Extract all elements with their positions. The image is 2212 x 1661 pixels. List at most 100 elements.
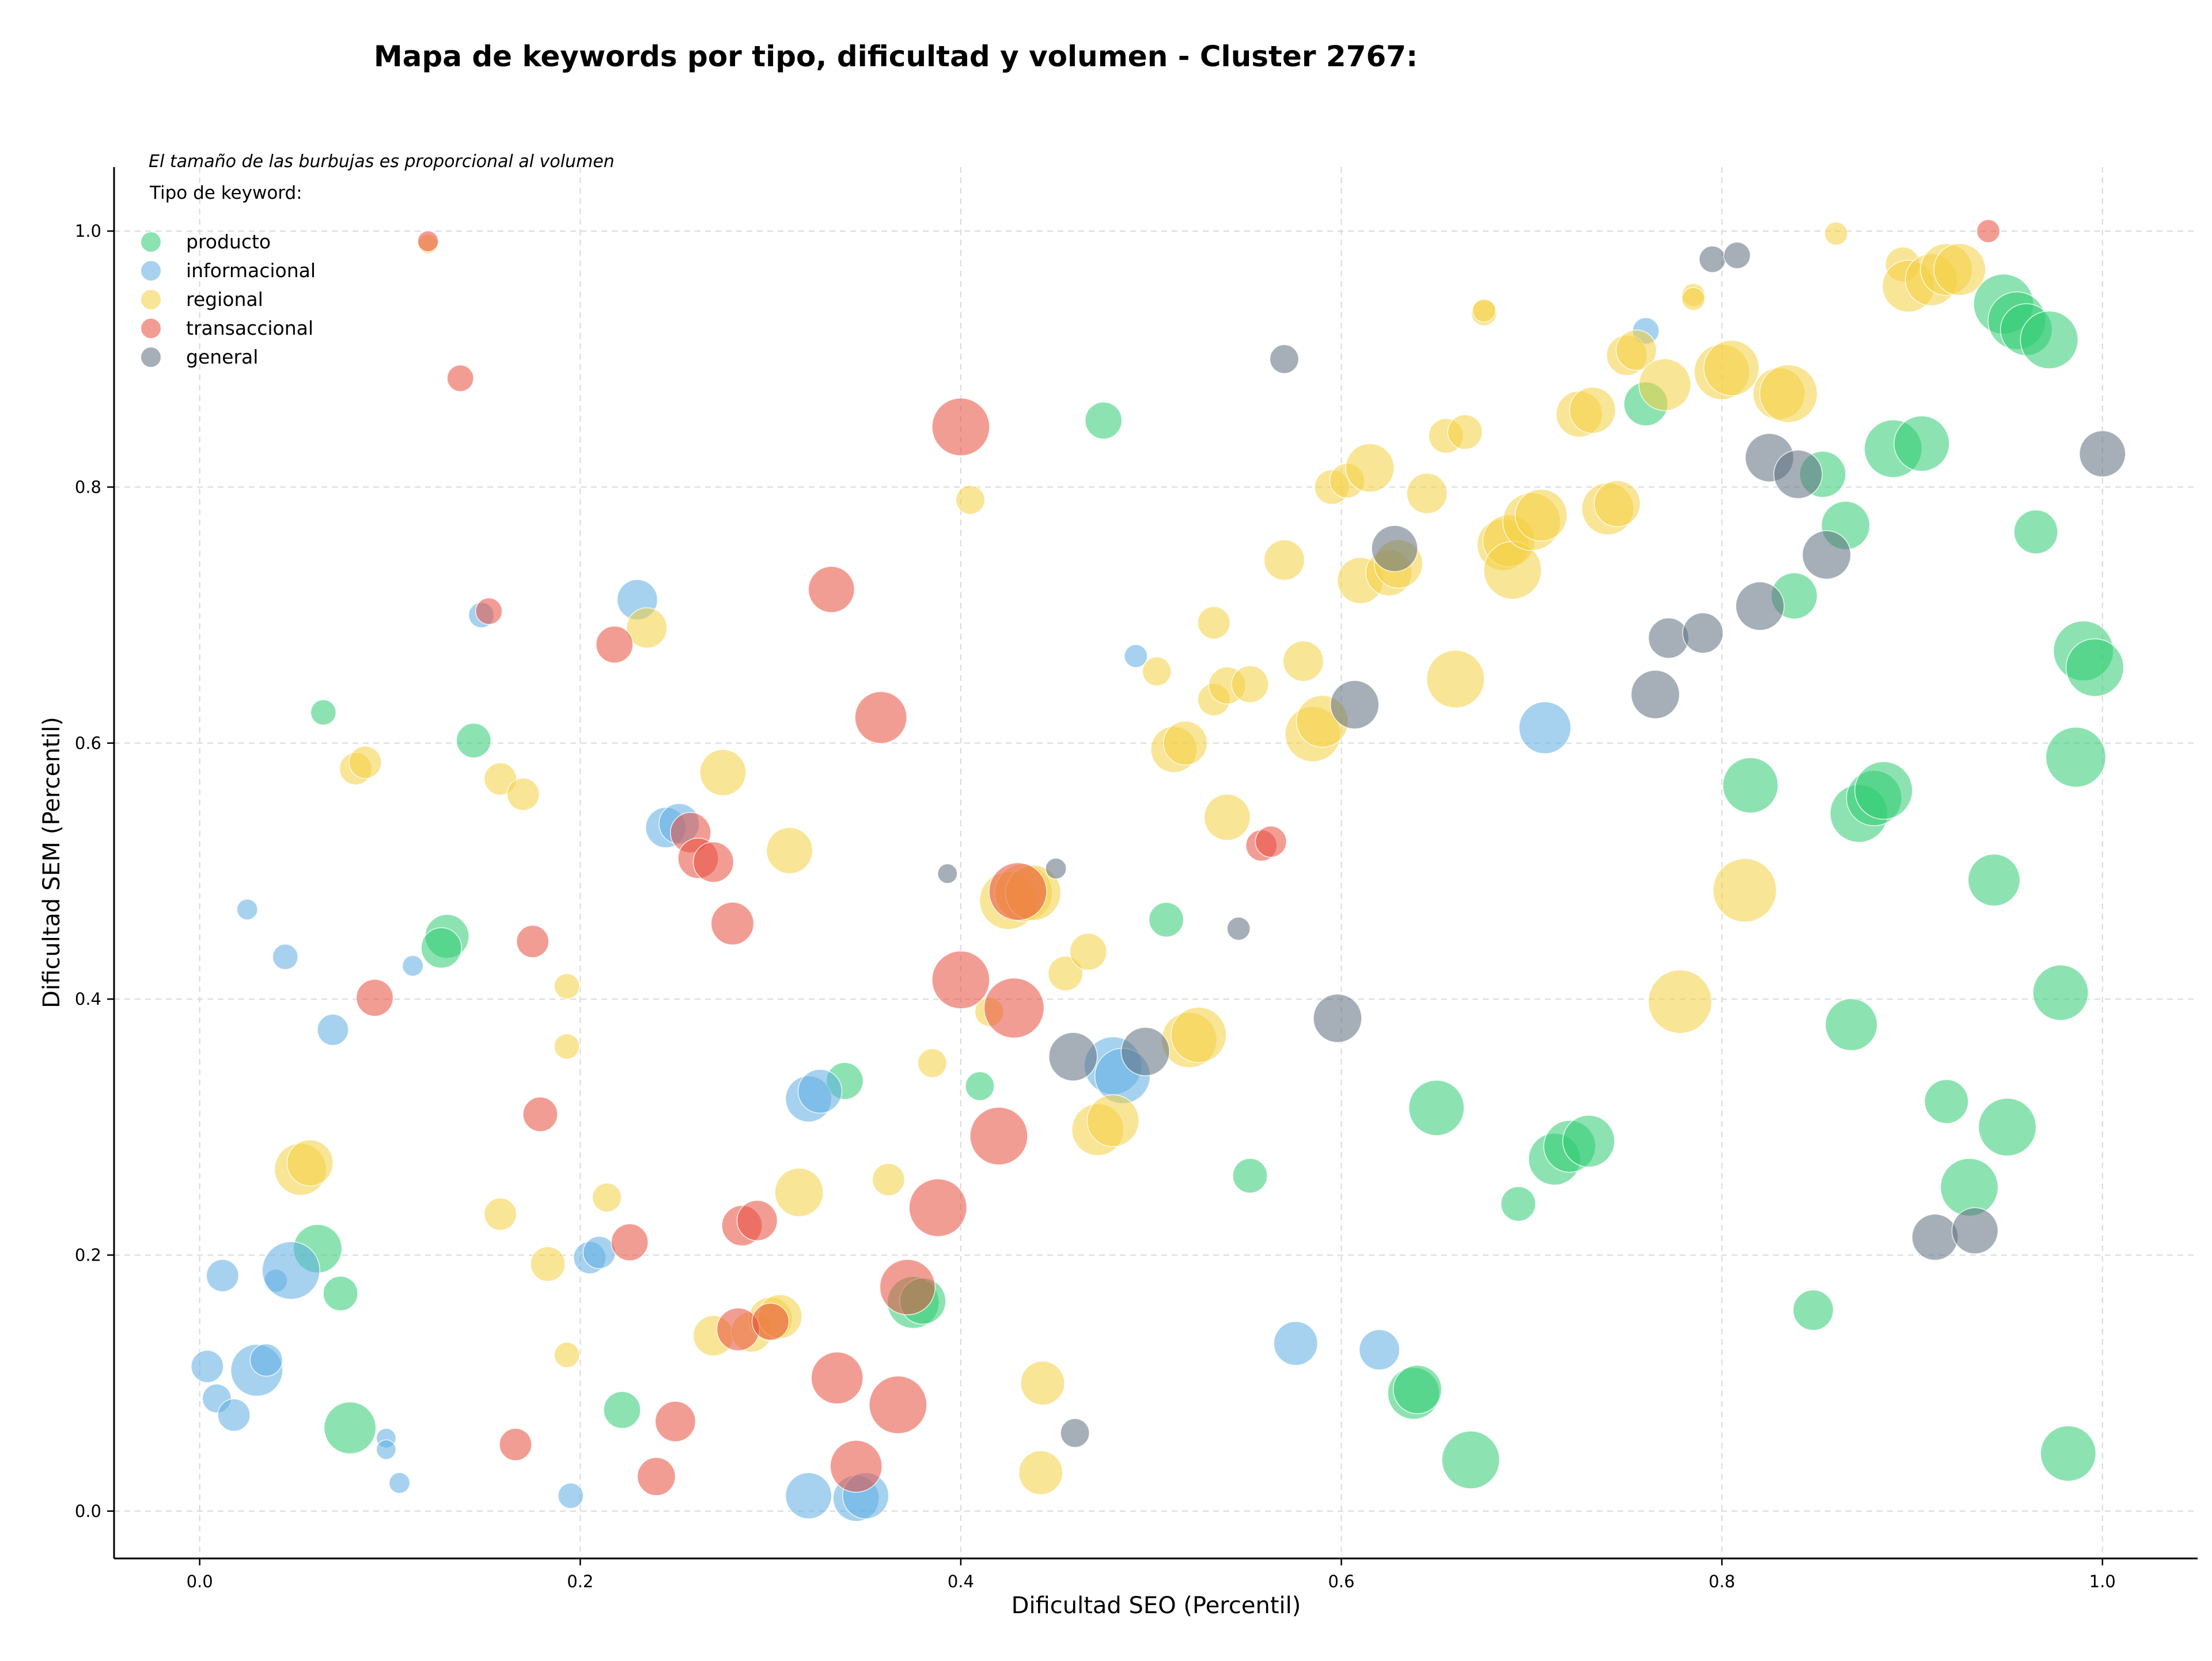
bubble-regional — [1593, 480, 1641, 528]
bubble-transaccional — [516, 925, 550, 958]
bubble-regional — [1162, 721, 1208, 766]
bubble-producto — [421, 927, 462, 968]
bubble-regional — [506, 777, 540, 811]
bubble-regional — [766, 827, 813, 875]
bubble-transaccional — [475, 597, 503, 625]
bubble-regional — [1569, 387, 1616, 434]
bubble-general — [1630, 669, 1680, 720]
bubble-regional — [1759, 364, 1818, 423]
bubble-informacional — [206, 1259, 240, 1292]
bubble-regional — [1282, 640, 1324, 682]
x-tick-label: 0.4 — [948, 1572, 974, 1591]
bubble-producto — [2020, 311, 2079, 369]
bubble-transaccional — [751, 1303, 790, 1341]
legend-label: transaccional — [186, 317, 313, 339]
legend-item-general: general — [141, 346, 258, 368]
x-tick-label: 0.6 — [1328, 1572, 1354, 1591]
bubble-transaccional — [1255, 826, 1287, 858]
bubble-producto — [1232, 1157, 1268, 1194]
legend-item-informacional: informacional — [141, 259, 316, 282]
bubble-transaccional — [869, 1375, 927, 1435]
legend-title: Tipo de keyword: — [149, 183, 302, 203]
bubble-regional — [483, 1197, 517, 1231]
bubble-regional — [1703, 340, 1760, 396]
bubble-transaccional — [499, 1428, 532, 1462]
x-axis-label: Dificultad SEO (Percentil) — [1012, 1592, 1301, 1619]
bubble-informacional — [1273, 1321, 1319, 1366]
bubble-transaccional — [969, 1107, 1028, 1166]
y-axis-label: Dificultad SEM (Percentil) — [39, 717, 65, 1008]
bubble-transaccional — [1976, 219, 2001, 243]
bubble-regional — [554, 1341, 580, 1368]
bubble-producto — [310, 699, 337, 726]
bubble-regional — [1142, 656, 1172, 687]
bubble-general — [2079, 430, 2126, 478]
bubble-transaccional — [931, 398, 990, 456]
grid-lines — [114, 167, 2198, 1558]
legend-swatch — [141, 290, 161, 309]
legend-swatch — [141, 347, 161, 367]
bubble-regional — [1647, 969, 1713, 1034]
bubble-regional — [592, 1182, 622, 1213]
bubble-general — [1330, 680, 1380, 729]
bubble-informacional — [217, 1398, 251, 1432]
bubble-regional — [1197, 606, 1230, 640]
bubble-regional — [1472, 298, 1497, 323]
x-tick-label: 0.2 — [567, 1572, 593, 1591]
bubble-regional — [1020, 1360, 1065, 1406]
bubble-producto — [2045, 727, 2107, 788]
bubble-general — [1773, 449, 1823, 499]
bubble-informacional — [272, 944, 299, 970]
x-axis-ticks: 0.0 0.2 0.4 0.6 0.8 1.0 — [187, 1558, 2116, 1591]
bubble-producto — [1148, 902, 1184, 938]
bubble-regional — [1426, 649, 1485, 709]
bubble-transaccional — [736, 1200, 778, 1242]
bubble-transaccional — [931, 951, 990, 1009]
bubble-regional — [1824, 221, 1849, 246]
bubble-informacional — [262, 1241, 320, 1300]
bubble-producto — [1978, 1098, 2037, 1157]
bubble-transaccional — [522, 1096, 558, 1132]
bubble-regional — [1681, 287, 1706, 311]
bubble-transaccional — [983, 977, 1045, 1039]
bubble-producto — [1825, 998, 1878, 1051]
bubble-regional — [774, 1167, 824, 1217]
bubble-informacional — [236, 898, 258, 921]
bubble-regional — [1263, 539, 1305, 581]
bubble-regional — [872, 1163, 906, 1197]
bubble-regional — [1069, 933, 1107, 971]
bubble-producto — [1967, 853, 2021, 907]
bubble-producto — [1793, 1289, 1834, 1331]
bubble-producto — [1924, 1079, 1969, 1124]
bubble-general — [1045, 857, 1067, 880]
bubble-producto — [2013, 509, 2058, 554]
bubble-general — [1911, 1213, 1959, 1261]
bubble-regional — [1638, 358, 1691, 411]
bubble-informacional — [797, 1069, 843, 1114]
bubble-producto — [1408, 1080, 1465, 1136]
bubble-regional — [699, 749, 747, 796]
y-tick-label: 0.6 — [75, 733, 101, 753]
bubble-regional — [1018, 1450, 1063, 1495]
bubble-regional — [1447, 414, 1483, 450]
bubble-transaccional — [446, 364, 474, 392]
bubble-informacional — [388, 1472, 411, 1494]
bubble-general — [1048, 1032, 1098, 1081]
bubble-regional — [286, 1139, 334, 1187]
bubble-regional — [1171, 1007, 1227, 1064]
bubble-producto — [1940, 1157, 1999, 1217]
bubble-producto — [1392, 1364, 1442, 1414]
bubble-general — [1120, 1027, 1171, 1076]
bubble-regional — [1086, 1094, 1139, 1147]
bubble-producto — [1501, 1186, 1536, 1222]
bubble-informacional — [317, 1013, 349, 1046]
bubble-general — [1723, 241, 1751, 270]
bubble-transaccional — [879, 1259, 936, 1315]
bubble-informacional — [1518, 701, 1571, 754]
bubble-general — [1951, 1207, 1999, 1254]
bubble-informacional — [376, 1439, 397, 1460]
bubble-transaccional — [830, 1440, 882, 1493]
bubble-transaccional — [692, 841, 734, 883]
bubble-general — [1682, 612, 1724, 654]
